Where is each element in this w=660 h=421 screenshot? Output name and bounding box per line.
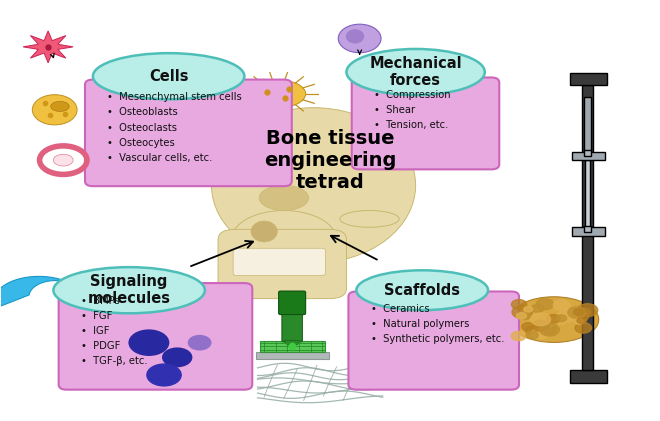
Ellipse shape [211, 108, 416, 263]
Text: Scaffolds: Scaffolds [384, 283, 460, 298]
Circle shape [577, 317, 587, 324]
FancyBboxPatch shape [352, 77, 499, 169]
Text: •  BMPs
•  FGF
•  IGF
•  PDGF
•  TGF-β, etc.: • BMPs • FGF • IGF • PDGF • TGF-β, etc. [81, 296, 148, 367]
Polygon shape [284, 341, 300, 345]
FancyBboxPatch shape [279, 291, 306, 314]
Circle shape [531, 304, 544, 312]
Ellipse shape [251, 80, 306, 108]
Circle shape [531, 313, 550, 325]
Ellipse shape [51, 101, 69, 112]
FancyBboxPatch shape [59, 283, 252, 390]
Circle shape [512, 306, 532, 318]
Ellipse shape [346, 49, 485, 95]
Circle shape [568, 307, 585, 318]
Circle shape [188, 336, 211, 350]
Circle shape [536, 298, 554, 310]
Circle shape [531, 320, 549, 331]
FancyBboxPatch shape [255, 352, 329, 360]
FancyBboxPatch shape [570, 73, 607, 85]
Circle shape [129, 330, 169, 355]
Ellipse shape [53, 267, 205, 313]
Circle shape [541, 325, 556, 335]
Text: Signaling
molecules: Signaling molecules [88, 274, 171, 306]
FancyBboxPatch shape [85, 80, 292, 186]
Circle shape [556, 315, 567, 322]
Circle shape [512, 331, 526, 341]
FancyBboxPatch shape [570, 370, 607, 383]
Ellipse shape [32, 95, 77, 125]
Text: Bone tissue
engineering
tetrad: Bone tissue engineering tetrad [264, 129, 396, 192]
FancyBboxPatch shape [582, 85, 593, 370]
Circle shape [526, 331, 539, 339]
FancyBboxPatch shape [584, 97, 591, 152]
Circle shape [543, 320, 554, 327]
Circle shape [578, 308, 591, 316]
FancyBboxPatch shape [259, 341, 325, 352]
Text: •  Compression
•  Shear
•  Tension, etc.: • Compression • Shear • Tension, etc. [374, 90, 451, 131]
Circle shape [512, 300, 527, 309]
Polygon shape [23, 31, 73, 63]
Circle shape [574, 309, 585, 315]
Circle shape [516, 313, 527, 319]
Text: Mechanical
forces: Mechanical forces [370, 56, 462, 88]
FancyBboxPatch shape [572, 227, 605, 236]
Circle shape [578, 304, 598, 317]
Circle shape [553, 300, 570, 310]
Circle shape [540, 323, 560, 336]
Circle shape [522, 322, 535, 331]
FancyBboxPatch shape [218, 229, 346, 298]
Circle shape [575, 322, 591, 333]
Circle shape [546, 314, 560, 323]
Text: •  Mesenchymal stem cells
•  Osteoblasts
•  Osteoclasts
•  Osteocytes
•  Vascula: • Mesenchymal stem cells • Osteoblasts •… [108, 92, 242, 163]
FancyBboxPatch shape [583, 150, 591, 156]
FancyBboxPatch shape [282, 312, 302, 342]
Circle shape [558, 310, 576, 322]
Circle shape [574, 318, 583, 324]
Ellipse shape [251, 221, 277, 242]
FancyBboxPatch shape [348, 291, 519, 390]
Circle shape [556, 319, 566, 325]
Ellipse shape [53, 154, 73, 166]
Circle shape [525, 327, 537, 334]
Ellipse shape [346, 29, 364, 43]
Circle shape [518, 312, 531, 320]
Text: Cells: Cells [149, 69, 188, 84]
FancyBboxPatch shape [583, 226, 591, 232]
FancyBboxPatch shape [585, 160, 590, 227]
Ellipse shape [231, 210, 337, 269]
Ellipse shape [356, 270, 488, 310]
Text: •  Ceramics
•  Natural polymers
•  Synthetic polymers, etc.: • Ceramics • Natural polymers • Syntheti… [371, 304, 504, 344]
Ellipse shape [259, 185, 309, 210]
FancyBboxPatch shape [233, 248, 325, 275]
Ellipse shape [509, 297, 599, 342]
Circle shape [147, 364, 181, 386]
Circle shape [572, 311, 589, 322]
Ellipse shape [340, 210, 399, 227]
Circle shape [524, 306, 533, 312]
Polygon shape [0, 276, 84, 308]
Ellipse shape [93, 53, 244, 99]
Circle shape [163, 348, 191, 367]
FancyBboxPatch shape [572, 152, 605, 160]
Circle shape [531, 328, 548, 339]
Ellipse shape [338, 24, 381, 53]
